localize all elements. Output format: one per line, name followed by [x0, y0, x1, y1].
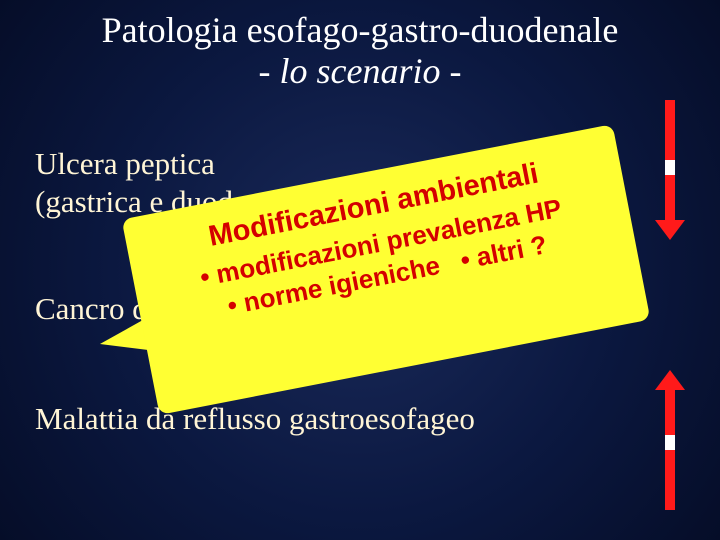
arrow-up	[655, 370, 685, 510]
slide: Patologia esofago-gastro-duodenale - lo …	[0, 0, 720, 540]
slide-title: Patologia esofago-gastro-duodenale - lo …	[0, 10, 720, 93]
arrow-down-1	[655, 100, 685, 240]
title-line-2: - lo scenario -	[259, 51, 462, 91]
item-reflusso: Malattia da reflusso gastroesofageo	[35, 400, 475, 437]
item-ulcera-line1: Ulcera peptica	[35, 145, 215, 182]
title-line-1: Patologia esofago-gastro-duodenale	[102, 10, 619, 50]
